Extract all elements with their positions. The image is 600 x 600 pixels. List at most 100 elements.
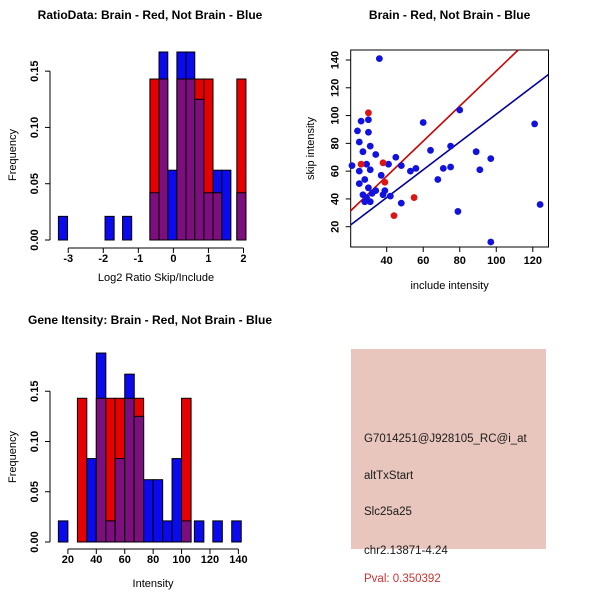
chart-title: Brain - Red, Not Brain - Blue <box>369 8 531 22</box>
y-tick-label: 60 <box>330 165 342 177</box>
y-tick-label: 0.10 <box>29 431 41 452</box>
x-tick-label: 120 <box>524 255 542 267</box>
gene-info-card: G7014251@J928105_RC@i_at altTxStart Slc2… <box>351 349 546 585</box>
not-brain-point <box>434 176 442 183</box>
event-type-text: altTxStart <box>364 470 414 482</box>
y-tick-label: 0.00 <box>29 531 41 552</box>
brain-point <box>381 178 389 186</box>
histogram-overlap-bar <box>203 192 214 241</box>
x-tick-label: 120 <box>201 554 219 566</box>
not-brain-point <box>412 164 420 172</box>
x-tick-label: 140 <box>229 554 247 566</box>
histogram-overlap-bar <box>236 192 247 241</box>
x-tick-label: -2 <box>98 253 108 265</box>
not-brain-point <box>359 148 367 156</box>
histogram-overlap-bar <box>176 78 187 241</box>
not-brain-point <box>365 184 372 192</box>
histogram-bar <box>57 215 69 241</box>
panel-ratio-histogram: -3 -2 -1 0 1 2 0.00 0.05 0.10 0.15 RatioData: Brai… <box>0 0 300 300</box>
y-tick-label: 0.10 <box>29 117 41 138</box>
not-brain-point <box>366 198 374 206</box>
skip-include-scatter-chart: 40 60 80 100 120 20 40 60 80 100 120 140 Brain - Red… <box>305 8 550 292</box>
y-tick-label: 0.15 <box>29 381 41 402</box>
not-brain-point <box>427 146 434 154</box>
panel-intensity-scatter: 40 60 80 100 120 20 40 60 80 100 120 140 Brain - Red… <box>300 0 600 300</box>
x-tick-label: 0 <box>170 253 176 265</box>
not-brain-point <box>447 163 455 171</box>
x-tick-label: 40 <box>90 554 102 566</box>
not-brain-point <box>379 191 387 199</box>
gene-intensity-histogram-chart: 20 40 60 80 100 120 140 0.00 0.05 0.10 0.15 Gene It… <box>7 313 272 590</box>
histogram-overlap-bar <box>212 192 223 241</box>
histogram-bar <box>162 520 173 543</box>
locus-text: chr2.13871-4.24 <box>364 545 448 557</box>
chart-title: RatioData: Brain - Red, Not Brain - Blue <box>38 8 263 22</box>
not-brain-point <box>487 238 495 246</box>
plot-box <box>350 49 550 248</box>
histogram-overlap-bar <box>185 78 196 241</box>
chart-title: Gene Itensity: Brain - Red, Not Brain - … <box>28 313 272 327</box>
x-tick-label: 60 <box>417 255 429 267</box>
y-axis-label: Frequency <box>7 431 19 483</box>
not-brain-point <box>476 166 484 174</box>
panel-info: G7014251@J928105_RC@i_at altTxStart Slc2… <box>300 300 600 600</box>
histogram-bar <box>86 458 97 543</box>
not-brain-point <box>419 119 427 126</box>
not-brain-point <box>355 138 363 146</box>
x-tick-label: 40 <box>381 255 393 267</box>
histogram-overlap-bar <box>133 415 145 543</box>
histogram-overlap-bar <box>158 78 169 241</box>
not-brain-point <box>372 151 380 158</box>
not-brain-point <box>361 176 369 183</box>
x-axis-label: Log2 Ratio Skip/Include <box>98 272 214 284</box>
histogram-bar <box>231 520 242 543</box>
not-brain-point <box>375 55 383 63</box>
y-tick-label: 0.05 <box>29 173 41 194</box>
histogram-overlap-bar <box>114 458 126 543</box>
not-brain-point <box>456 106 464 114</box>
histogram-bar <box>76 397 88 543</box>
not-brain-point <box>363 160 370 168</box>
x-tick-label: 100 <box>172 554 190 566</box>
probe-id-text: G7014251@J928105_RC@i_at <box>364 433 527 445</box>
x-tick-label: 2 <box>240 253 246 265</box>
not-brain-point <box>365 116 372 124</box>
not-brain-point <box>357 117 365 125</box>
not-brain-point <box>531 120 539 128</box>
not-brain-point <box>447 142 455 150</box>
histogram-overlap-bar <box>181 520 192 543</box>
histogram-overlap-bar <box>124 397 135 543</box>
not-brain-point <box>397 199 405 207</box>
not-brain-point <box>392 153 400 161</box>
not-brain-point <box>386 192 394 200</box>
y-tick-label: 0.05 <box>29 481 41 502</box>
not-brain-point <box>372 187 380 194</box>
pval-text: Pval: 0.350392 <box>364 573 441 585</box>
y-tick-label: 80 <box>330 137 342 149</box>
y-tick-label: 120 <box>330 79 342 97</box>
histogram-bar <box>104 215 115 241</box>
histogram-overlap-bar <box>105 520 116 543</box>
x-tick-label: 1 <box>205 253 211 265</box>
x-tick-label: -3 <box>63 253 73 265</box>
histogram-bar <box>171 458 183 543</box>
histogram-overlap-bar <box>194 98 205 241</box>
not-brain-point <box>385 160 392 168</box>
not-brain-point <box>377 171 385 179</box>
not-brain-point <box>472 148 480 156</box>
y-axis-label: Frequency <box>7 129 19 181</box>
not-brain-point <box>355 180 363 188</box>
not-brain-point <box>366 166 374 174</box>
histogram-bar <box>143 479 154 543</box>
not-brain-point <box>487 155 495 163</box>
histogram-bar <box>221 169 232 241</box>
not-brain-point <box>355 167 363 175</box>
y-tick-label: 0.00 <box>29 229 41 250</box>
histogram-overlap-bar <box>149 192 160 241</box>
histogram-bar <box>212 520 223 543</box>
y-tick-label: 140 <box>330 51 342 69</box>
not-brain-point <box>365 128 372 136</box>
not-brain-point <box>348 162 356 169</box>
brain-point <box>365 109 372 117</box>
